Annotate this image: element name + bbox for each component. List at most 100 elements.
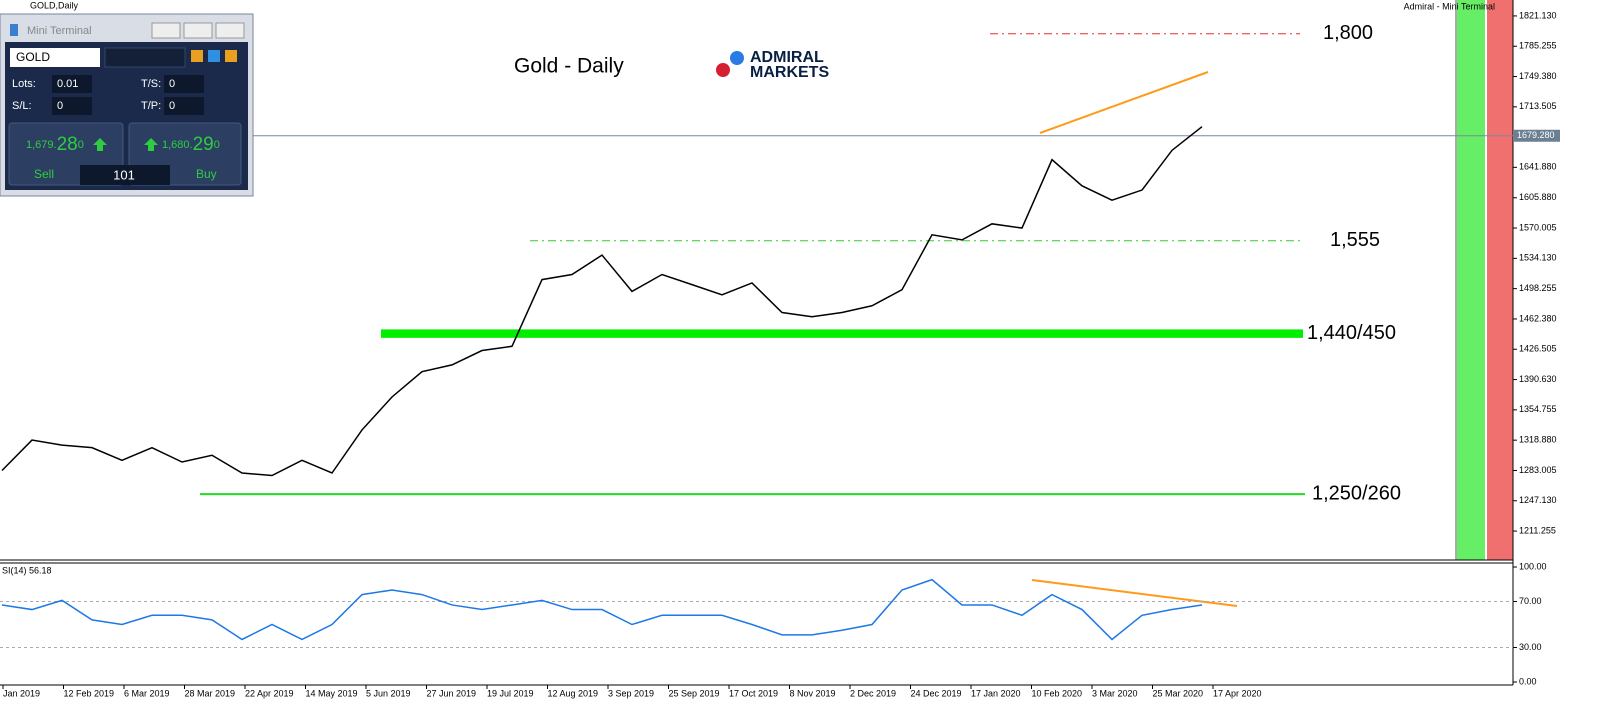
y-tick-label: 1318.880	[1519, 435, 1557, 445]
chart-title: Gold - Daily	[514, 55, 624, 78]
current-price-label: 1679.280	[1517, 130, 1555, 140]
x-tick-label: Jan 2019	[3, 688, 40, 698]
price-part: 0	[78, 139, 84, 151]
field-label: Lots:	[12, 78, 36, 90]
price-part: 1,679.	[26, 139, 57, 151]
x-tick-label: 17 Oct 2019	[729, 688, 778, 698]
tool-button[interactable]	[225, 50, 237, 62]
y-tick-label: 1283.005	[1519, 465, 1557, 475]
y-tick-label: 1713.505	[1519, 101, 1557, 111]
rsi-tick-label: 30.00	[1519, 642, 1542, 652]
x-tick-label: 19 Jul 2019	[487, 688, 534, 698]
price-line	[1, 126, 1203, 477]
buy-label: Buy	[196, 167, 217, 181]
tool-button[interactable]	[191, 50, 203, 62]
arrow-up	[93, 138, 107, 151]
x-tick-label: 10 Feb 2020	[1032, 688, 1083, 698]
x-tick-label: 3 Sep 2019	[608, 688, 654, 698]
symbol-title: GOLD,Daily	[30, 0, 79, 10]
price-part: 0	[214, 139, 220, 151]
level-label: 1,800	[1323, 22, 1373, 44]
x-tick-label: 2 Dec 2019	[850, 688, 896, 698]
y-tick-label: 1641.880	[1519, 162, 1557, 172]
x-tick-label: 3 Mar 2020	[1092, 688, 1138, 698]
sl-input[interactable]	[52, 97, 92, 115]
x-tick-label: 24 Dec 2019	[911, 688, 962, 698]
symbol-select[interactable]	[10, 48, 100, 67]
field-label: T/S:	[141, 78, 161, 90]
y-tick-label: 1426.505	[1519, 344, 1557, 354]
level-band	[381, 329, 1303, 338]
y-tick-label: 1570.005	[1519, 222, 1557, 232]
level-label: 1,440/450	[1307, 322, 1396, 344]
y-tick-label: 1534.130	[1519, 253, 1557, 263]
red-panel	[1487, 0, 1513, 560]
x-tick-label: 8 Nov 2019	[790, 688, 836, 698]
terminal-title: Mini Terminal	[27, 25, 92, 37]
spread-box	[80, 165, 170, 185]
sell-price: 1,679.280	[26, 134, 84, 155]
arrow-up	[144, 138, 158, 151]
x-tick-label: 12 Feb 2019	[64, 688, 115, 698]
logo-text: MARKETS	[750, 64, 829, 81]
minimize-button[interactable]	[151, 22, 181, 39]
rsi-tick-label: 0.00	[1519, 676, 1537, 686]
x-tick-label: 12 Aug 2019	[548, 688, 599, 698]
y-tick-label: 1785.255	[1519, 41, 1557, 51]
symbol-name: GOLD	[16, 50, 50, 64]
field-label: S/L:	[12, 100, 32, 112]
mini-terminal: Mini Terminal GOLD Lots: 0.01 T/S: 0 S/L…	[0, 13, 254, 197]
x-tick-label: 25 Mar 2020	[1153, 688, 1204, 698]
logo-dot	[716, 63, 730, 77]
price-part: 28	[57, 134, 78, 155]
logo-dot	[730, 51, 744, 65]
logo-text: ADMIRAL	[750, 49, 824, 66]
sell-label: Sell	[34, 167, 54, 181]
price-tag	[1514, 129, 1560, 142]
tool-button[interactable]	[208, 50, 220, 62]
level-label: 1,555	[1330, 229, 1380, 251]
rsi-tick-label: 100.00	[1519, 561, 1547, 571]
x-tick-label: 27 Jun 2019	[427, 688, 477, 698]
y-tick-label: 1821.130	[1519, 10, 1557, 20]
field-label: T/P:	[141, 100, 161, 112]
price-part: 29	[193, 134, 214, 155]
y-tick-label: 1605.880	[1519, 192, 1557, 202]
rsi-label: SI(14) 56.18	[2, 565, 52, 575]
x-tick-label: 28 Mar 2019	[185, 688, 236, 698]
y-tick-label: 1247.130	[1519, 495, 1557, 505]
y-tick-label: 1498.255	[1519, 283, 1557, 293]
y-tick-label: 1462.380	[1519, 313, 1557, 323]
y-tick-label: 1354.755	[1519, 404, 1557, 414]
window-title: Admiral - Mini Terminal	[1404, 1, 1495, 11]
rsi-line	[1, 578, 1203, 641]
symbol-input[interactable]	[104, 47, 186, 68]
y-tick-label: 1749.380	[1519, 71, 1557, 81]
maximize-button[interactable]	[183, 22, 213, 39]
rsi-tick-label: 70.00	[1519, 596, 1542, 606]
lots-input[interactable]	[52, 75, 92, 93]
sl-value: 0	[57, 100, 63, 112]
price-part: 1,680.	[162, 139, 193, 151]
x-tick-label: 14 May 2019	[306, 688, 358, 698]
buy-price: 1,680.290	[162, 134, 220, 155]
lots-value: 0.01	[57, 78, 78, 90]
close-button[interactable]	[215, 22, 245, 39]
y-tick-label: 1390.630	[1519, 374, 1557, 384]
x-tick-label: 5 Jun 2019	[366, 688, 411, 698]
x-tick-label: 17 Jan 2020	[971, 688, 1021, 698]
level-label: 1,250/260	[1312, 482, 1401, 504]
ts-input[interactable]	[164, 75, 204, 93]
ts-value: 0	[169, 78, 175, 90]
tp-value: 0	[169, 100, 175, 112]
green-panel	[1457, 0, 1485, 560]
x-tick-label: 25 Sep 2019	[669, 688, 720, 698]
spread-value: 101	[113, 167, 135, 182]
y-tick-label: 1211.255	[1519, 525, 1556, 535]
tp-input[interactable]	[164, 97, 204, 115]
x-tick-label: 22 Apr 2019	[245, 688, 294, 698]
x-tick-label: 17 Apr 2020	[1213, 688, 1262, 698]
